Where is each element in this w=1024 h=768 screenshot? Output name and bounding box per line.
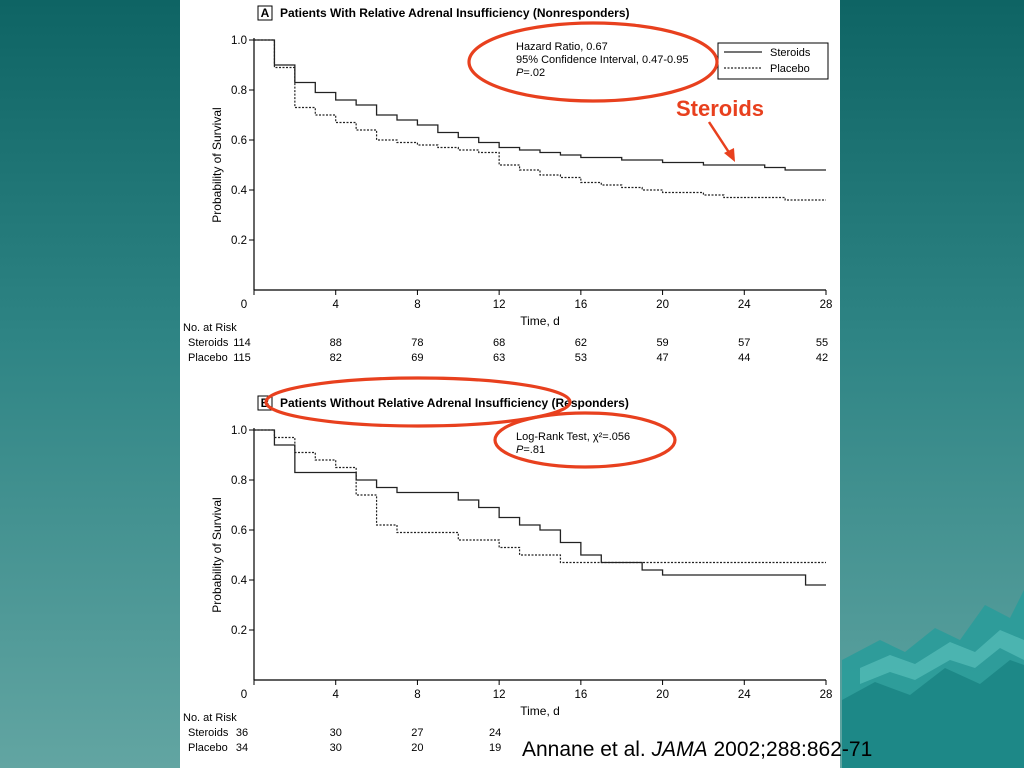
chart-b-risk-value: 20: [411, 742, 423, 754]
chart-b-series-placebo: [254, 429, 826, 564]
chart-a-series-placebo: [254, 39, 826, 201]
chart-a-risk-value: 69: [411, 352, 423, 364]
chart-a-x-tick-label: 16: [574, 299, 587, 311]
chart-nonresponders: A Patients With Relative Adrenal Insuffic…: [183, 5, 833, 364]
chart-b-x-tick-label: 24: [738, 689, 751, 701]
chart-b-y-tick-label: 0.4: [231, 575, 248, 587]
chart-a-y-tick-label: 0.2: [231, 235, 247, 247]
chart-a-x-tick-label: 12: [493, 299, 506, 311]
highlight-ellipse-log-rank: [493, 411, 677, 469]
chart-b-risk-value: 19: [489, 742, 501, 754]
chart-b-annotation-line: P=.81: [516, 444, 545, 456]
chart-a-risk-header: No. at Risk: [183, 322, 237, 334]
chart-responders: B Patients Without Relative Adrenal Insuf…: [183, 395, 833, 754]
chart-a-panel-letter: A: [261, 6, 270, 20]
chart-a-risk-value: 63: [493, 352, 505, 364]
chart-b-y-tick-label: 0.2: [231, 625, 247, 637]
highlight-ellipse-responders-title: [264, 376, 572, 428]
chart-b-x-tick-label: 0: [241, 689, 247, 701]
chart-a-risk-value: 88: [330, 337, 342, 349]
chart-a-x-tick-label: 24: [738, 299, 751, 311]
highlight-ellipse-hazard-ratio: [467, 21, 719, 103]
callout-steroids-label: Steroids: [676, 96, 764, 121]
chart-b-risk-value: 24: [489, 727, 501, 739]
chart-a-risk-value: 47: [656, 352, 668, 364]
chart-b-x-tick-label: 20: [656, 689, 669, 701]
chart-a-risk-value: 62: [575, 337, 587, 349]
chart-a-x-tick-label: 8: [414, 299, 420, 311]
chart-b-risk-label-steroids: Steroids: [188, 727, 229, 739]
chart-a-risk-value: 78: [411, 337, 423, 349]
chart-a-annotation-line: 95% Confidence Interval, 0.47-0.95: [516, 54, 688, 66]
chart-a-x-tick-label: 28: [820, 299, 833, 311]
citation: Annane et al. JAMA 2002;288:862-71: [522, 738, 872, 761]
chart-a-risk-value: 59: [656, 337, 668, 349]
chart-b-risk-value: 30: [330, 727, 342, 739]
citation-details: 2002;288:862-71: [708, 738, 873, 761]
chart-a-risk-value: 57: [738, 337, 750, 349]
chart-b-risk-label-placebo: Placebo: [188, 742, 228, 754]
citation-authors: Annane et al.: [522, 738, 652, 761]
chart-b-annotation-line: Log-Rank Test, χ²=.056: [516, 431, 630, 443]
chart-a-risk-value: 115: [233, 352, 251, 364]
chart-a-y-tick-label: 1.0: [231, 35, 247, 47]
chart-a-risk-value: 53: [575, 352, 587, 364]
chart-a-legend-label-placebo: Placebo: [770, 63, 810, 75]
chart-b-y-tick-label: 1.0: [231, 425, 247, 437]
chart-a-risk-value: 114: [233, 337, 251, 349]
chart-b-x-tick-label: 12: [493, 689, 506, 701]
chart-a-risk-value: 44: [738, 352, 750, 364]
callout-arrow: [707, 121, 735, 162]
chart-a-annotation-line: Hazard Ratio, 0.67: [516, 41, 608, 53]
chart-a-x-tick-label: 4: [333, 299, 340, 311]
chart-b-y-tick-label: 0.6: [231, 525, 247, 537]
chart-a-x-axis-title: Time, d: [520, 314, 560, 328]
chart-a-risk-label-steroids: Steroids: [188, 337, 229, 349]
chart-a-x-tick-label: 0: [241, 299, 247, 311]
chart-b-x-axis-title: Time, d: [520, 704, 560, 718]
chart-a-risk-value: 42: [816, 352, 828, 364]
chart-b-y-axis-title: Probability of Survival: [210, 497, 224, 612]
chart-b-x-tick-label: 28: [820, 689, 833, 701]
chart-b-x-tick-label: 16: [574, 689, 587, 701]
chart-a-risk-value: 82: [330, 352, 342, 364]
chart-a-panel-letter-box: [257, 5, 273, 21]
chart-b-y-tick-label: 0.8: [231, 475, 247, 487]
chart-b-risk-header: No. at Risk: [183, 712, 237, 724]
chart-b-risk-value: 34: [236, 742, 248, 754]
chart-b-x-tick-label: 8: [414, 689, 420, 701]
chart-a-risk-label-placebo: Placebo: [188, 352, 228, 364]
chart-b-title: Patients Without Relative Adrenal Insuff…: [280, 396, 629, 410]
chart-a-y-tick-label: 0.8: [231, 85, 247, 97]
chart-a-x-tick-label: 20: [656, 299, 669, 311]
chart-b-risk-value: 30: [330, 742, 342, 754]
chart-b-panel-letter-box: [257, 395, 273, 411]
chart-a-legend-label-steroids: Steroids: [770, 47, 811, 59]
chart-a-risk-value: 68: [493, 337, 505, 349]
chart-a-annotation-line: P=.02: [516, 67, 545, 79]
chart-b-risk-value: 27: [411, 727, 423, 739]
citation-journal: JAMA: [651, 738, 708, 761]
chart-a-title: Patients With Relative Adrenal Insuffici…: [280, 6, 630, 20]
chart-b-x-tick-label: 4: [333, 689, 340, 701]
chart-b-risk-value: 36: [236, 727, 248, 739]
chart-a-y-axis-title: Probability of Survival: [210, 107, 224, 222]
chart-a-y-tick-label: 0.6: [231, 135, 247, 147]
chart-a-y-tick-label: 0.4: [231, 185, 248, 197]
chart-a-risk-value: 55: [816, 337, 828, 349]
chart-a-series-steroids: [254, 39, 826, 171]
